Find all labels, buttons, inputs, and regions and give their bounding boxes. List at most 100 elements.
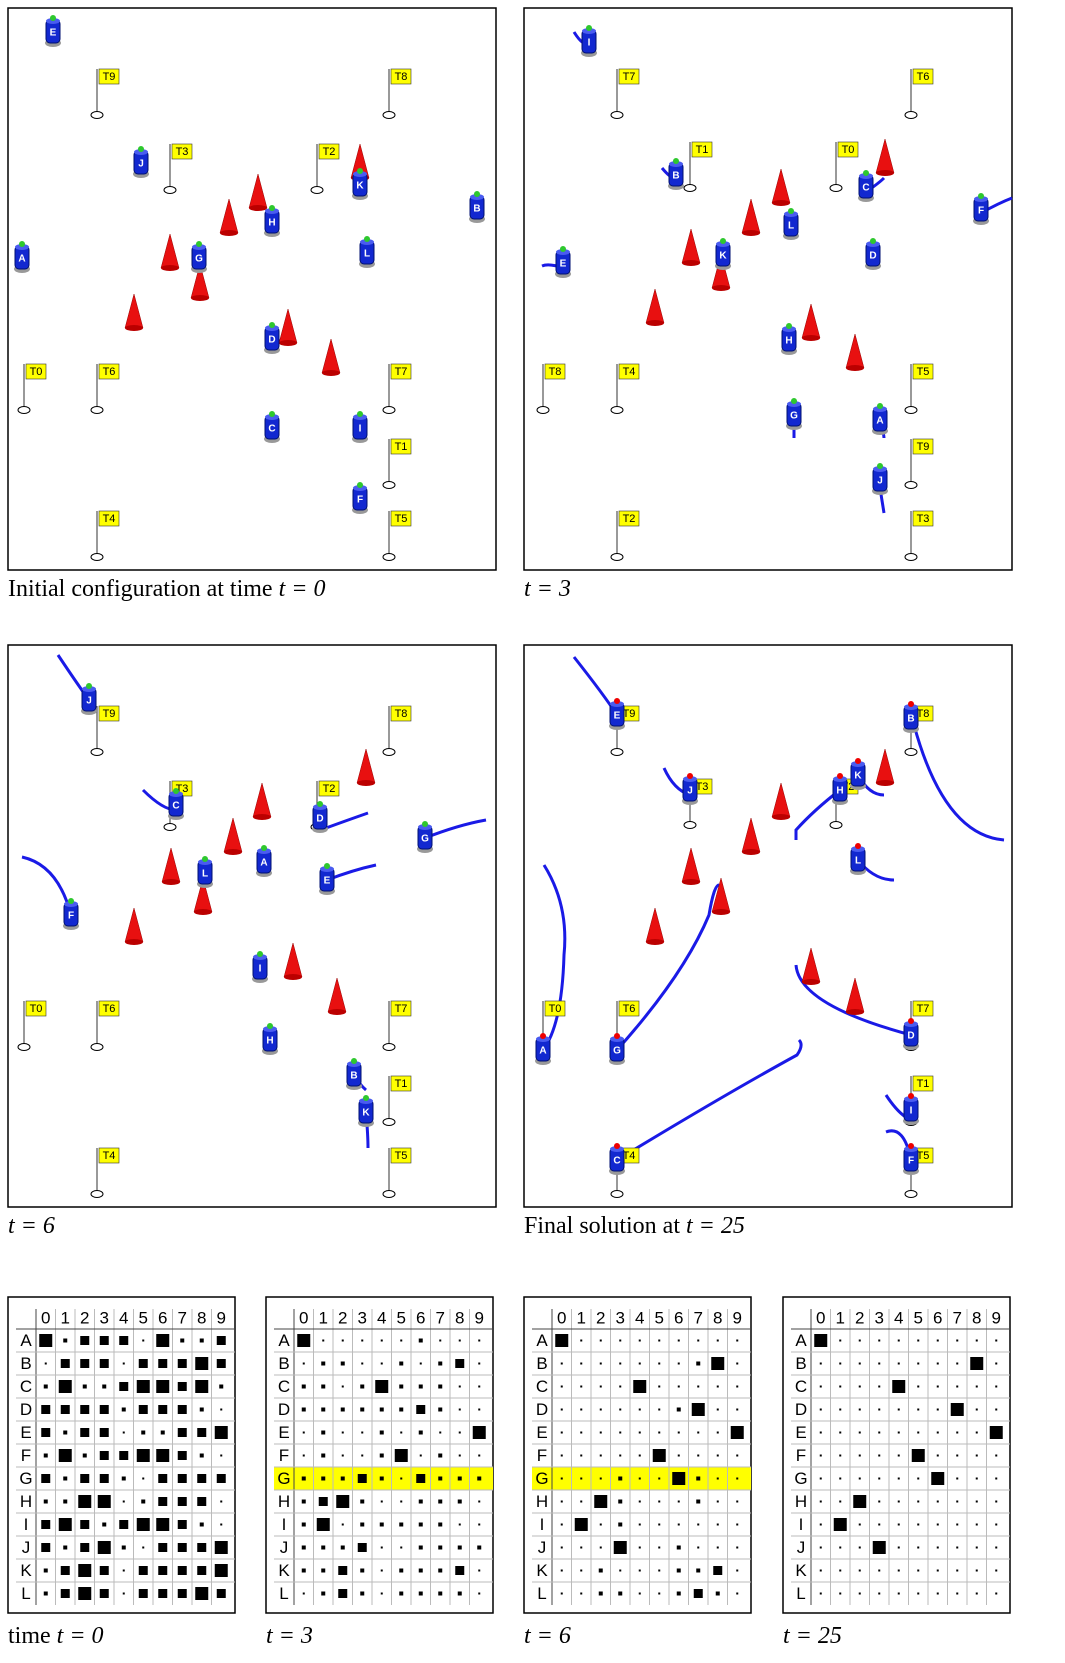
cell-mark — [639, 1363, 641, 1365]
cell-mark — [419, 1592, 423, 1596]
robot-sensor — [788, 208, 794, 214]
row-label: I — [282, 1515, 287, 1534]
cell-mark — [561, 1363, 563, 1365]
cell-mark — [898, 1501, 900, 1503]
cell-mark — [937, 1432, 939, 1434]
cell-mark — [580, 1501, 582, 1503]
cell-mark — [619, 1409, 621, 1411]
cell-mark — [677, 1592, 681, 1596]
cell-mark — [678, 1524, 680, 1526]
cell-mark — [820, 1478, 822, 1480]
cell-mark — [158, 1543, 167, 1552]
robot-label: A — [260, 858, 267, 869]
cell-mark — [358, 1543, 367, 1552]
column-label: 2 — [338, 1308, 347, 1327]
cell-mark — [995, 1409, 997, 1411]
column-label: 7 — [436, 1308, 445, 1327]
cell-mark — [141, 1500, 145, 1504]
cell-mark — [438, 1362, 442, 1366]
cell-mark — [580, 1386, 582, 1388]
column-label: 9 — [992, 1308, 1001, 1327]
cell-mark — [123, 1501, 125, 1503]
robot-sensor — [261, 845, 267, 851]
robot-label: H — [266, 1036, 273, 1047]
robot-label: L — [788, 221, 794, 232]
cell-mark — [917, 1570, 919, 1572]
caption-text: time — [8, 1623, 51, 1649]
robot-label: F — [978, 206, 984, 217]
cell-mark — [937, 1363, 939, 1365]
cell-mark — [956, 1501, 958, 1503]
cone-base — [249, 205, 267, 211]
cell-mark — [658, 1432, 660, 1434]
cell-mark — [361, 1363, 363, 1365]
cell-mark — [995, 1455, 997, 1457]
cell-mark — [619, 1455, 621, 1457]
cell-mark — [381, 1570, 383, 1572]
cell-mark — [156, 1334, 169, 1347]
robot-label: G — [790, 411, 798, 422]
robot-sensor — [364, 236, 370, 242]
cell-mark — [717, 1501, 719, 1503]
cell-mark — [416, 1474, 425, 1483]
cell-mark — [697, 1524, 699, 1526]
cone-base — [802, 335, 820, 341]
cell-mark — [820, 1363, 822, 1365]
cell-mark — [477, 1477, 481, 1481]
cell-mark — [83, 1454, 87, 1458]
cell-mark — [633, 1380, 646, 1393]
row-label: D — [536, 1400, 548, 1419]
flag-base — [611, 1191, 623, 1198]
cell-mark — [713, 1566, 722, 1575]
cell-mark — [158, 1359, 167, 1368]
cell-mark — [839, 1478, 841, 1480]
robot-label: B — [350, 1071, 357, 1082]
cell-mark — [342, 1432, 344, 1434]
cell-mark — [200, 1523, 204, 1527]
row-label: B — [278, 1354, 289, 1373]
cell-mark — [859, 1455, 861, 1457]
cell-mark — [197, 1428, 206, 1437]
cell-mark — [859, 1547, 861, 1549]
target-label: T0 — [30, 366, 43, 378]
column-label: 2 — [855, 1308, 864, 1327]
cell-mark — [658, 1478, 660, 1480]
cone-base — [162, 879, 180, 885]
cell-mark — [61, 1566, 70, 1575]
cell-mark — [653, 1449, 666, 1462]
panel-caption: t = 3 — [524, 576, 571, 602]
robot-label: F — [68, 911, 74, 922]
robot-label: H — [785, 336, 792, 347]
cell-mark — [639, 1593, 641, 1595]
cell-mark — [217, 1359, 226, 1368]
robot-sensor — [791, 398, 797, 404]
cell-mark — [41, 1543, 50, 1552]
cell-mark — [342, 1455, 344, 1457]
target-label: T0 — [30, 1003, 43, 1015]
column-label: 0 — [816, 1308, 825, 1327]
cell-mark — [717, 1547, 719, 1549]
row-label: C — [795, 1377, 807, 1396]
cell-mark — [419, 1569, 423, 1573]
robot-label: B — [672, 171, 679, 182]
cell-mark — [898, 1478, 900, 1480]
cell-mark — [697, 1340, 699, 1342]
target-label: T9 — [103, 71, 116, 83]
row-label: K — [278, 1561, 290, 1580]
flag-base — [383, 554, 395, 561]
cell-mark — [736, 1547, 738, 1549]
cell-mark — [937, 1501, 939, 1503]
cell-mark — [658, 1593, 660, 1595]
cell-mark — [381, 1363, 383, 1365]
robot-label: J — [86, 696, 92, 707]
robot-label: E — [614, 711, 621, 722]
robot-sensor — [978, 193, 984, 199]
flag-base — [830, 185, 842, 192]
cell-mark — [361, 1432, 363, 1434]
cell-mark — [100, 1359, 109, 1368]
cell-mark — [878, 1409, 880, 1411]
cell-mark — [839, 1363, 841, 1365]
robot-label: B — [473, 204, 480, 215]
cell-mark — [839, 1386, 841, 1388]
cell-mark — [976, 1455, 978, 1457]
